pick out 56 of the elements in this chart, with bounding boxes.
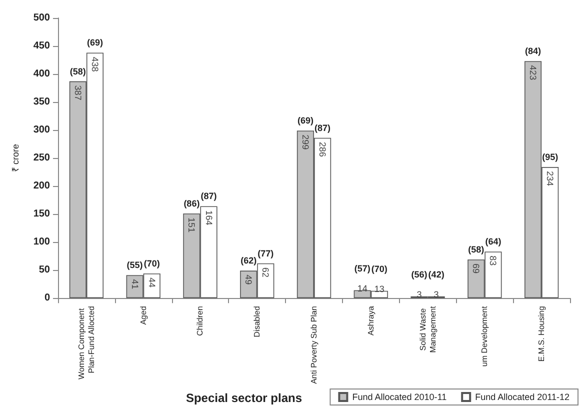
annotation: (69) (297, 116, 314, 126)
data-label: 164 (204, 210, 214, 226)
x-tick-label: Disabled (252, 306, 262, 338)
data-label: 49 (244, 274, 254, 285)
data-label: 438 (90, 56, 100, 72)
x-tick-label: Solid Waste Management (418, 305, 438, 353)
x-tick-label: Women Component Plan-Fund Allocted (76, 306, 96, 380)
data-label: 69 (471, 263, 482, 274)
y-tick-label: 500 (33, 12, 50, 24)
annotation: (57) (354, 263, 370, 274)
annotation: (70) (144, 258, 160, 268)
y-tick-label: 0 (44, 292, 50, 304)
y-tick-label: 150 (33, 208, 50, 220)
x-tick-label: E.M.S. Housing (537, 306, 546, 362)
annotation: (77) (258, 248, 274, 258)
legend-label: Fund Allocated 2011-12 (475, 392, 570, 402)
data-label: 423 (528, 65, 538, 80)
x-tick-label: um Development (480, 305, 490, 367)
y-tick-label: 100 (33, 236, 50, 248)
data-label: 151 (186, 218, 197, 233)
y-tick-label: 400 (33, 68, 50, 80)
x-axis-title: Special sector plans (186, 391, 302, 405)
annotation: (70) (371, 264, 388, 274)
y-tick-label: 350 (33, 96, 50, 108)
data-label: 234 (545, 171, 556, 186)
y-tick-label: 250 (33, 152, 50, 164)
annotation: (56) (411, 269, 428, 280)
x-tick-label: Children (196, 306, 205, 336)
x-tick-label: Ashraya (366, 306, 376, 336)
y-tick-label: 450 (33, 40, 50, 52)
legend-label: Fund Allocated 2010-11 (352, 392, 447, 402)
annotation: (69) (86, 38, 103, 48)
y-tick-label: 50 (38, 264, 50, 276)
annotation: (84) (525, 46, 542, 56)
annotation: (42) (428, 269, 444, 280)
annotation: (62) (240, 256, 257, 266)
data-label: 387 (72, 85, 83, 100)
annotation: (64) (485, 236, 502, 247)
annotation: (58) (468, 244, 484, 254)
annotation: (95) (542, 152, 558, 162)
data-label: 44 (146, 277, 157, 288)
data-label: 299 (300, 134, 310, 150)
data-label: 41 (130, 279, 140, 290)
x-tick-label: Aged (138, 306, 148, 325)
annotation: (86) (184, 198, 200, 209)
annotation: (58) (70, 66, 86, 76)
data-label: 83 (488, 256, 498, 266)
y-tick-label: 300 (33, 124, 50, 136)
annotation: (87) (314, 122, 331, 133)
y-axis-title: ₹ crore (10, 144, 20, 172)
annotation: (55) (126, 260, 143, 270)
data-label: 286 (318, 142, 328, 157)
data-label: 62 (260, 267, 271, 278)
y-tick-label: 200 (33, 180, 50, 192)
annotation: (87) (200, 191, 217, 202)
x-tick-label: Anti Poverty Sub Plan (310, 306, 318, 384)
